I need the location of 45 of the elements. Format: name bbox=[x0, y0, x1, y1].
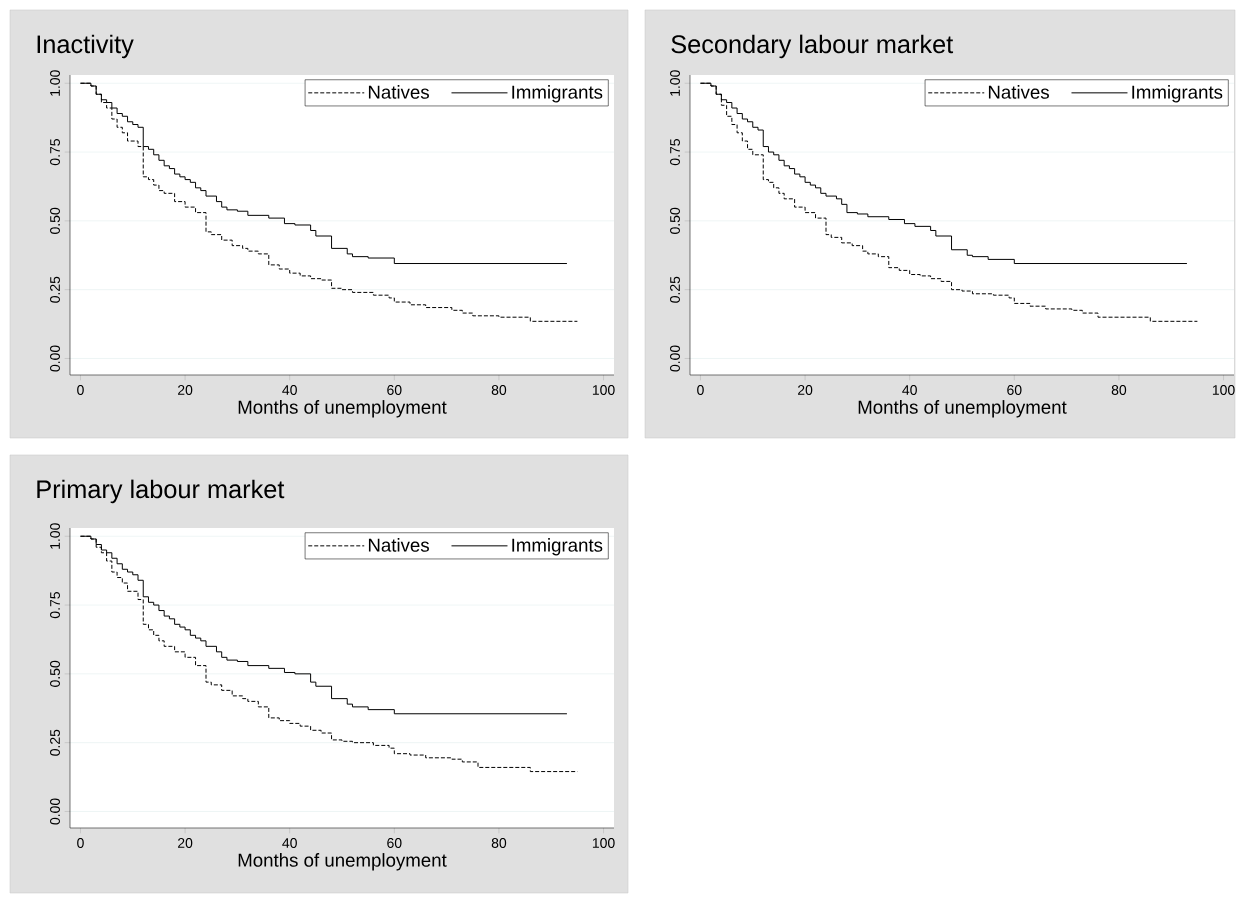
chart-title: Primary labour market bbox=[37, 479, 285, 504]
y-tick-label: 0.50 bbox=[50, 207, 60, 234]
y-tick-label: 0.75 bbox=[50, 139, 60, 166]
legend-label: Immigrants bbox=[512, 538, 603, 556]
y-tick-label: 1.00 bbox=[50, 523, 60, 549]
x-tick-label: 40 bbox=[902, 385, 917, 395]
legend-label: Natives bbox=[988, 85, 1049, 99]
y-tick-label: 0.50 bbox=[670, 207, 680, 234]
x-tick-label: 60 bbox=[387, 838, 402, 848]
x-tick-label: 100 bbox=[592, 838, 615, 848]
legend-label: Immigrants bbox=[1132, 85, 1223, 103]
x-tick-label: 20 bbox=[798, 385, 813, 395]
x-tick-label: 80 bbox=[1111, 385, 1127, 395]
x-axis-title: Months of unemployment bbox=[238, 853, 447, 871]
x-tick-label: 60 bbox=[387, 385, 402, 395]
legend-label: Immigrants bbox=[512, 85, 603, 103]
y-tick-label: 0.00 bbox=[50, 345, 60, 372]
x-tick-label: 100 bbox=[592, 385, 615, 395]
chart-title: Secondary labour market bbox=[671, 34, 954, 59]
x-tick-label: 0 bbox=[77, 838, 84, 848]
y-tick-label: 0.75 bbox=[670, 139, 680, 166]
x-tick-label: 60 bbox=[1007, 385, 1022, 395]
x-axis-title: Months of unemployment bbox=[858, 400, 1067, 418]
x-tick-label: 20 bbox=[178, 385, 193, 395]
y-tick-label: 0.50 bbox=[50, 660, 60, 687]
y-tick-label: 0.75 bbox=[50, 592, 60, 619]
x-tick-label: 20 bbox=[178, 838, 193, 848]
y-tick-label: 0.25 bbox=[670, 276, 680, 303]
legend-label: Natives bbox=[368, 85, 429, 99]
y-tick-label: 0.25 bbox=[50, 729, 60, 756]
y-tick-label: 0.00 bbox=[50, 798, 60, 825]
y-tick-label: 1.00 bbox=[50, 70, 60, 96]
x-tick-label: 40 bbox=[282, 838, 297, 848]
x-tick-label: 0 bbox=[77, 385, 84, 395]
x-tick-label: 80 bbox=[491, 385, 507, 395]
x-axis-title: Months of unemployment bbox=[238, 400, 447, 418]
legend-label: Natives bbox=[368, 538, 429, 552]
y-tick-label: 0.25 bbox=[50, 276, 60, 303]
x-tick-label: 100 bbox=[1212, 385, 1235, 395]
y-tick-label: 0.00 bbox=[670, 345, 680, 372]
x-tick-label: 0 bbox=[697, 385, 704, 395]
x-tick-label: 40 bbox=[282, 385, 297, 395]
x-tick-label: 80 bbox=[491, 838, 507, 848]
chart-title: Inactivity bbox=[37, 34, 134, 59]
y-tick-label: 1.00 bbox=[670, 70, 680, 96]
